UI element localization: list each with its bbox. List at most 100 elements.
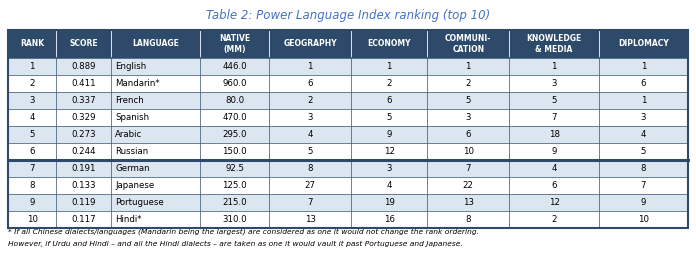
Bar	[200, 177, 269, 194]
Text: 1: 1	[29, 62, 35, 71]
Text: 1: 1	[551, 62, 557, 71]
Bar	[269, 58, 351, 75]
Text: 7: 7	[551, 113, 557, 122]
Text: 4: 4	[640, 130, 646, 139]
Bar	[269, 160, 351, 177]
Text: 8: 8	[640, 164, 646, 173]
Text: 1: 1	[466, 62, 471, 71]
Text: 2: 2	[466, 79, 471, 88]
Text: Arabic: Arabic	[115, 130, 142, 139]
Text: 0.329: 0.329	[71, 113, 96, 122]
Bar	[200, 109, 269, 126]
Bar	[427, 177, 509, 194]
Text: 92.5: 92.5	[226, 164, 244, 173]
Bar	[56, 160, 111, 177]
Text: SCORE: SCORE	[69, 39, 98, 48]
Bar	[56, 211, 111, 228]
Text: 6: 6	[386, 96, 392, 105]
Text: 3: 3	[29, 96, 35, 105]
Bar	[427, 109, 509, 126]
Text: 5: 5	[466, 96, 471, 105]
Bar	[509, 30, 599, 58]
Text: Table 2: Power Language Index ranking (top 10): Table 2: Power Language Index ranking (t…	[206, 10, 490, 23]
Text: 4: 4	[29, 113, 35, 122]
Bar	[351, 194, 427, 211]
Text: 6: 6	[551, 181, 557, 190]
Text: 10: 10	[26, 215, 38, 224]
Bar	[8, 92, 56, 109]
Bar	[269, 75, 351, 92]
Text: 13: 13	[305, 215, 316, 224]
Bar	[599, 126, 688, 143]
Bar	[509, 109, 599, 126]
Bar	[111, 58, 200, 75]
Bar	[599, 92, 688, 109]
Bar	[427, 126, 509, 143]
Text: 0.411: 0.411	[71, 79, 96, 88]
Text: Mandarin*: Mandarin*	[115, 79, 159, 88]
Bar	[427, 58, 509, 75]
Bar	[111, 126, 200, 143]
Bar	[8, 30, 56, 58]
Bar	[111, 30, 200, 58]
Bar	[56, 177, 111, 194]
Text: 2: 2	[29, 79, 35, 88]
Text: 3: 3	[466, 113, 471, 122]
Bar	[351, 30, 427, 58]
Bar	[200, 30, 269, 58]
Bar	[111, 75, 200, 92]
Bar	[509, 160, 599, 177]
Text: 8: 8	[29, 181, 35, 190]
Bar	[8, 30, 688, 58]
Text: 5: 5	[386, 113, 392, 122]
Text: 22: 22	[463, 181, 474, 190]
Bar	[351, 109, 427, 126]
Bar	[509, 194, 599, 211]
Bar	[599, 194, 688, 211]
Bar	[351, 75, 427, 92]
Bar	[269, 211, 351, 228]
Bar	[56, 58, 111, 75]
Bar	[599, 75, 688, 92]
Text: Spanish: Spanish	[115, 113, 149, 122]
Bar	[111, 109, 200, 126]
Text: 310.0: 310.0	[222, 215, 247, 224]
Text: 7: 7	[640, 181, 646, 190]
Bar	[111, 211, 200, 228]
Bar	[509, 211, 599, 228]
Text: Portuguese: Portuguese	[115, 198, 164, 207]
Bar	[599, 58, 688, 75]
Bar	[427, 30, 509, 58]
Bar	[351, 92, 427, 109]
Bar	[8, 177, 56, 194]
Bar	[200, 211, 269, 228]
Text: COMMUNI-
CATION: COMMUNI- CATION	[445, 34, 491, 54]
Text: However, if Urdu and Hindi – and all the Hindi dialects – are taken as one it wo: However, if Urdu and Hindi – and all the…	[8, 241, 463, 247]
Bar	[8, 30, 688, 228]
Bar	[8, 143, 56, 160]
Text: 150.0: 150.0	[222, 147, 247, 156]
Bar	[56, 92, 111, 109]
Bar	[111, 143, 200, 160]
Text: 470.0: 470.0	[222, 113, 247, 122]
Text: 5: 5	[551, 96, 557, 105]
Bar	[56, 75, 111, 92]
Text: 1: 1	[640, 62, 646, 71]
Text: 0.191: 0.191	[71, 164, 96, 173]
Bar	[351, 126, 427, 143]
Text: German: German	[115, 164, 150, 173]
Bar	[427, 194, 509, 211]
Text: 2: 2	[308, 96, 313, 105]
Text: 960.0: 960.0	[223, 79, 247, 88]
Bar	[269, 126, 351, 143]
Bar	[351, 143, 427, 160]
Text: 6: 6	[29, 147, 35, 156]
Bar	[509, 143, 599, 160]
Text: 4: 4	[551, 164, 557, 173]
Bar	[427, 211, 509, 228]
Bar	[269, 143, 351, 160]
Text: 6: 6	[640, 79, 646, 88]
Text: English: English	[115, 62, 146, 71]
Bar	[599, 109, 688, 126]
Bar	[56, 126, 111, 143]
